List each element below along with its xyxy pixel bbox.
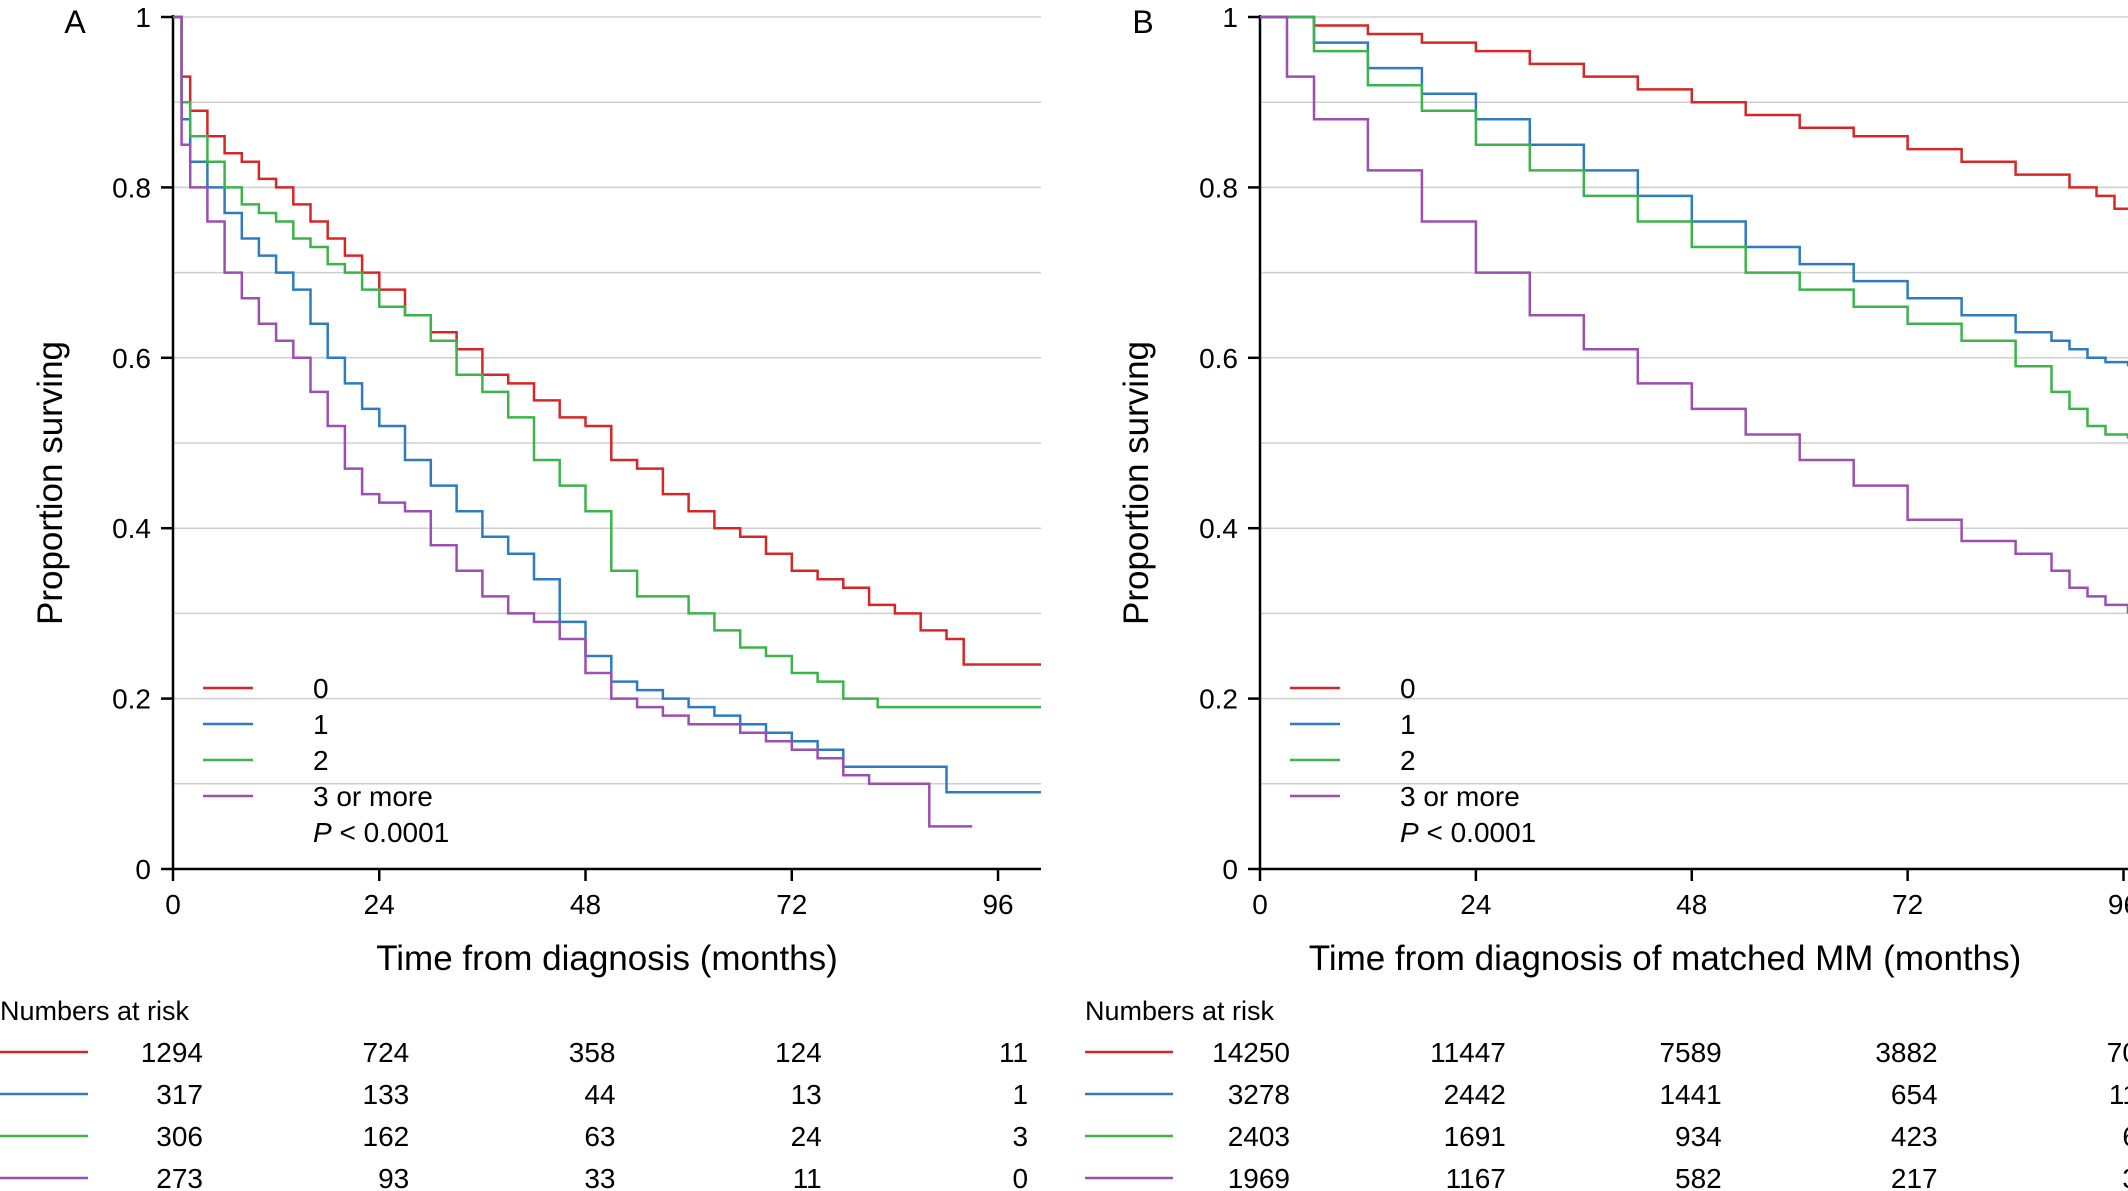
survival-curve-group-0: [1260, 15, 2128, 210]
risk-count: 124: [775, 1037, 822, 1068]
y-tick-label: 1: [1222, 2, 1238, 33]
risk-count: 7589: [1659, 1037, 1721, 1068]
risk-count: 44: [584, 1079, 615, 1110]
risk-count: 0: [1012, 1163, 1028, 1191]
legend-label: 0: [1400, 673, 1416, 704]
p-value-text: < 0.0001: [1419, 817, 1537, 848]
risk-count: 317: [156, 1079, 203, 1110]
y-tick-label: 0.2: [1199, 684, 1238, 715]
risk-count: 93: [378, 1163, 409, 1191]
legend-label: 1: [313, 709, 329, 740]
risk-count: 358: [569, 1037, 616, 1068]
panel-b: 0 0.2 0.4 0.6 0.8 1 0 24 48 72 96 Time from diagnos…: [1085, 2, 2128, 1191]
panel-label: B: [1132, 4, 1153, 40]
risk-count: 69: [2122, 1121, 2128, 1152]
x-tick-label: 0: [1252, 889, 1268, 920]
risk-table-title: Numbers at risk: [1085, 996, 1275, 1026]
x-tick-label: 96: [2108, 889, 2128, 920]
legend-label: 3 or more: [313, 781, 433, 812]
y-tick-label: 0.4: [112, 513, 151, 544]
risk-count: 133: [363, 1079, 410, 1110]
risk-table-title: Numbers at risk: [0, 996, 190, 1026]
risk-count: 1441: [1659, 1079, 1721, 1110]
risk-count: 11: [793, 1163, 822, 1191]
survival-curve-group-2: [1260, 15, 2128, 439]
risk-count: 11: [999, 1037, 1028, 1068]
p-value-symbol: P: [1400, 817, 1419, 848]
y-tick-label: 0.8: [1199, 172, 1238, 203]
risk-count: 3: [1012, 1121, 1028, 1152]
legend-label: 2: [1400, 745, 1416, 776]
risk-count: 14250: [1212, 1037, 1290, 1068]
risk-count: 11447: [1430, 1037, 1506, 1068]
y-tick-label: 0.6: [112, 343, 151, 374]
survival-curve-group-0: [173, 15, 1041, 666]
x-tick-label: 0: [165, 889, 181, 920]
y-axis-title: Proportion surving: [1117, 341, 1156, 625]
risk-count: 162: [363, 1121, 410, 1152]
risk-count: 36: [2122, 1163, 2128, 1191]
panel-label: A: [64, 4, 86, 40]
risk-count: 1969: [1228, 1163, 1290, 1191]
risk-count: 423: [1891, 1121, 1938, 1152]
risk-count: 273: [156, 1163, 203, 1191]
x-axis-title: Time from diagnosis (months): [376, 939, 838, 978]
risk-count: 306: [156, 1121, 203, 1152]
legend-label: 2: [313, 745, 329, 776]
risk-count: 1: [1012, 1079, 1028, 1110]
x-tick-label: 72: [776, 889, 807, 920]
risk-count: 33: [584, 1163, 615, 1191]
y-tick-label: 1: [135, 2, 151, 33]
risk-count: 1294: [141, 1037, 203, 1068]
risk-count: 3882: [1875, 1037, 1937, 1068]
p-value-annotation: P < 0.0001: [313, 817, 449, 848]
x-tick-label: 24: [1460, 889, 1491, 920]
survival-curve-group-3: [1260, 15, 2128, 614]
legend-label: 1: [1400, 709, 1416, 740]
risk-count: 63: [584, 1121, 615, 1152]
risk-count: 13: [791, 1079, 822, 1110]
risk-count: 24: [791, 1121, 822, 1152]
y-tick-label: 0.8: [112, 172, 151, 203]
risk-count: 654: [1891, 1079, 1938, 1110]
risk-count: 582: [1675, 1163, 1722, 1191]
x-tick-label: 48: [1676, 889, 1707, 920]
y-tick-label: 0.4: [1199, 513, 1238, 544]
risk-count: 934: [1675, 1121, 1722, 1152]
x-tick-label: 48: [570, 889, 601, 920]
risk-count: 2403: [1228, 1121, 1290, 1152]
x-tick-label: 24: [364, 889, 395, 920]
p-value-symbol: P: [313, 817, 332, 848]
risk-count: 2442: [1444, 1079, 1506, 1110]
survival-curve-group-1: [1260, 15, 2128, 367]
x-tick-label: 72: [1892, 889, 1923, 920]
survival-curve-group-2: [173, 15, 1041, 709]
y-tick-label: 0.2: [112, 684, 151, 715]
y-tick-label: 0.6: [1199, 343, 1238, 374]
risk-count: 217: [1891, 1163, 1938, 1191]
survival-curve-group-3: [173, 15, 973, 828]
x-tick-label: 96: [982, 889, 1013, 920]
survival-curve-group-1: [173, 15, 1041, 794]
risk-count: 701: [2107, 1037, 2128, 1068]
risk-count: 1691: [1444, 1121, 1506, 1152]
legend-label: 0: [313, 673, 329, 704]
risk-count: 724: [363, 1037, 410, 1068]
x-axis-title: Time from diagnosis of matched MM (month…: [1309, 939, 2022, 978]
p-value-text: < 0.0001: [332, 817, 450, 848]
legend-label: 3 or more: [1400, 781, 1520, 812]
panel-a: 0 0.2 0.4 0.6 0.8 1 0 24 48 72 96 Time from diagnos…: [0, 2, 1041, 1191]
p-value-annotation: P < 0.0001: [1400, 817, 1536, 848]
y-tick-label: 0: [1222, 854, 1238, 885]
risk-count: 3278: [1228, 1079, 1290, 1110]
y-axis-title: Proportion surving: [31, 341, 70, 625]
y-tick-label: 0: [135, 854, 151, 885]
risk-count: 1167: [1446, 1163, 1506, 1191]
risk-count: 119: [2109, 1079, 2128, 1110]
